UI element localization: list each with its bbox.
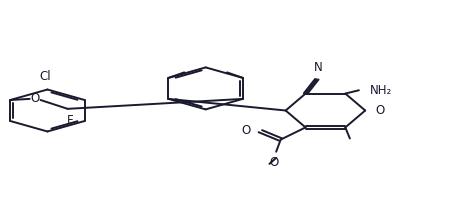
Text: NH₂: NH₂	[369, 84, 391, 97]
Text: Cl: Cl	[39, 70, 51, 83]
Text: O: O	[269, 156, 278, 169]
Text: O: O	[374, 104, 383, 117]
Text: O: O	[30, 92, 40, 105]
Text: O: O	[241, 124, 250, 137]
Text: N: N	[313, 61, 322, 74]
Text: F: F	[67, 114, 73, 128]
